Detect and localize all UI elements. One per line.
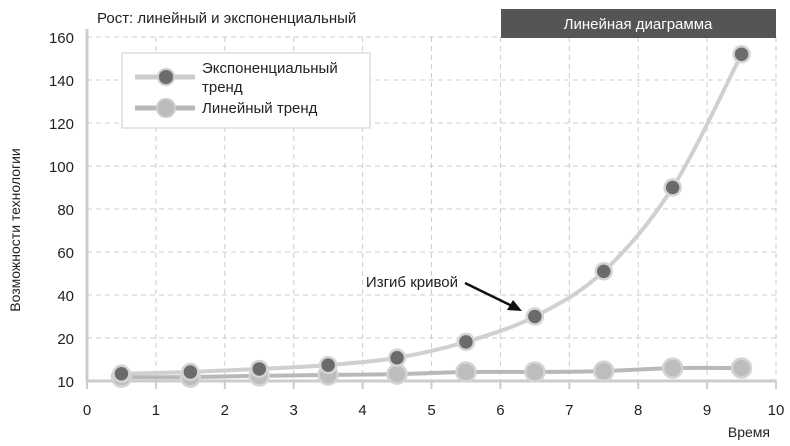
data-point-exponential (387, 348, 407, 368)
data-point-exponential (318, 355, 338, 375)
y-tick-label: 10 (57, 374, 74, 391)
chart-type-badge: Линейная диаграмма (564, 16, 713, 33)
data-point-exponential (250, 359, 269, 379)
badge-background (501, 9, 776, 38)
annotation-arrow (464, 281, 522, 311)
data-point-exponential (663, 178, 682, 197)
data-point-linear (661, 357, 684, 379)
x-tick-label: 2 (221, 402, 229, 419)
y-tick-label: 40 (57, 288, 74, 305)
x-tick-label: 6 (496, 402, 504, 419)
y-tick-label: 140 (49, 73, 74, 90)
grid (87, 36, 777, 381)
x-tick-label: 9 (703, 402, 711, 419)
y-tick-label: 160 (49, 30, 74, 47)
legend-label-exponential-line1: Экспоненциальный (202, 60, 338, 77)
legend-marker-linear (156, 98, 176, 118)
axes (85, 29, 777, 389)
y-tick-label: 120 (49, 116, 74, 133)
legend-label-exponential-line2: тренд (202, 79, 243, 96)
data-point-linear (386, 363, 408, 385)
y-tick-label: 80 (57, 202, 74, 219)
tick-labels: 10 20 40 60 80 100 120 140 160 0 1 2 3 4 5 6 7 8 9 10 (49, 30, 784, 419)
x-axis-label: Время (728, 424, 770, 440)
x-tick-label: 5 (427, 402, 435, 419)
data-point-exponential (456, 332, 476, 352)
x-tick-label: 4 (358, 402, 366, 419)
x-tick-label: 8 (634, 402, 642, 419)
x-tick-label: 0 (83, 402, 91, 419)
series-points (110, 44, 753, 388)
data-point-linear (524, 361, 546, 383)
data-point-exponential (594, 262, 613, 281)
data-point-linear (455, 361, 477, 383)
data-point-exponential (112, 364, 131, 383)
series-line-linear (121, 365, 742, 380)
data-point-exponential (525, 307, 545, 326)
data-point-exponential (181, 362, 200, 382)
legend-marker-exponential (157, 68, 175, 86)
y-tick-label: 60 (57, 245, 74, 262)
data-point-exponential (732, 44, 751, 64)
chart-title: Рост: линейный и экспоненциальный (97, 10, 356, 27)
y-tick-label: 20 (57, 331, 74, 348)
x-tick-label: 7 (565, 402, 573, 419)
y-axis-label: Возможности технологии (7, 148, 23, 311)
x-tick-label: 10 (768, 402, 785, 419)
legend: Экспоненциальный тренд Линейный тренд (121, 52, 371, 129)
x-tick-label: 3 (290, 402, 298, 419)
legend-label-linear: Линейный тренд (202, 100, 318, 117)
data-point-linear (593, 360, 615, 382)
data-point-linear (730, 357, 753, 379)
annotation-label: Изгиб кривой (366, 274, 458, 291)
x-tick-label: 1 (152, 402, 160, 419)
y-tick-label: 100 (49, 159, 74, 176)
